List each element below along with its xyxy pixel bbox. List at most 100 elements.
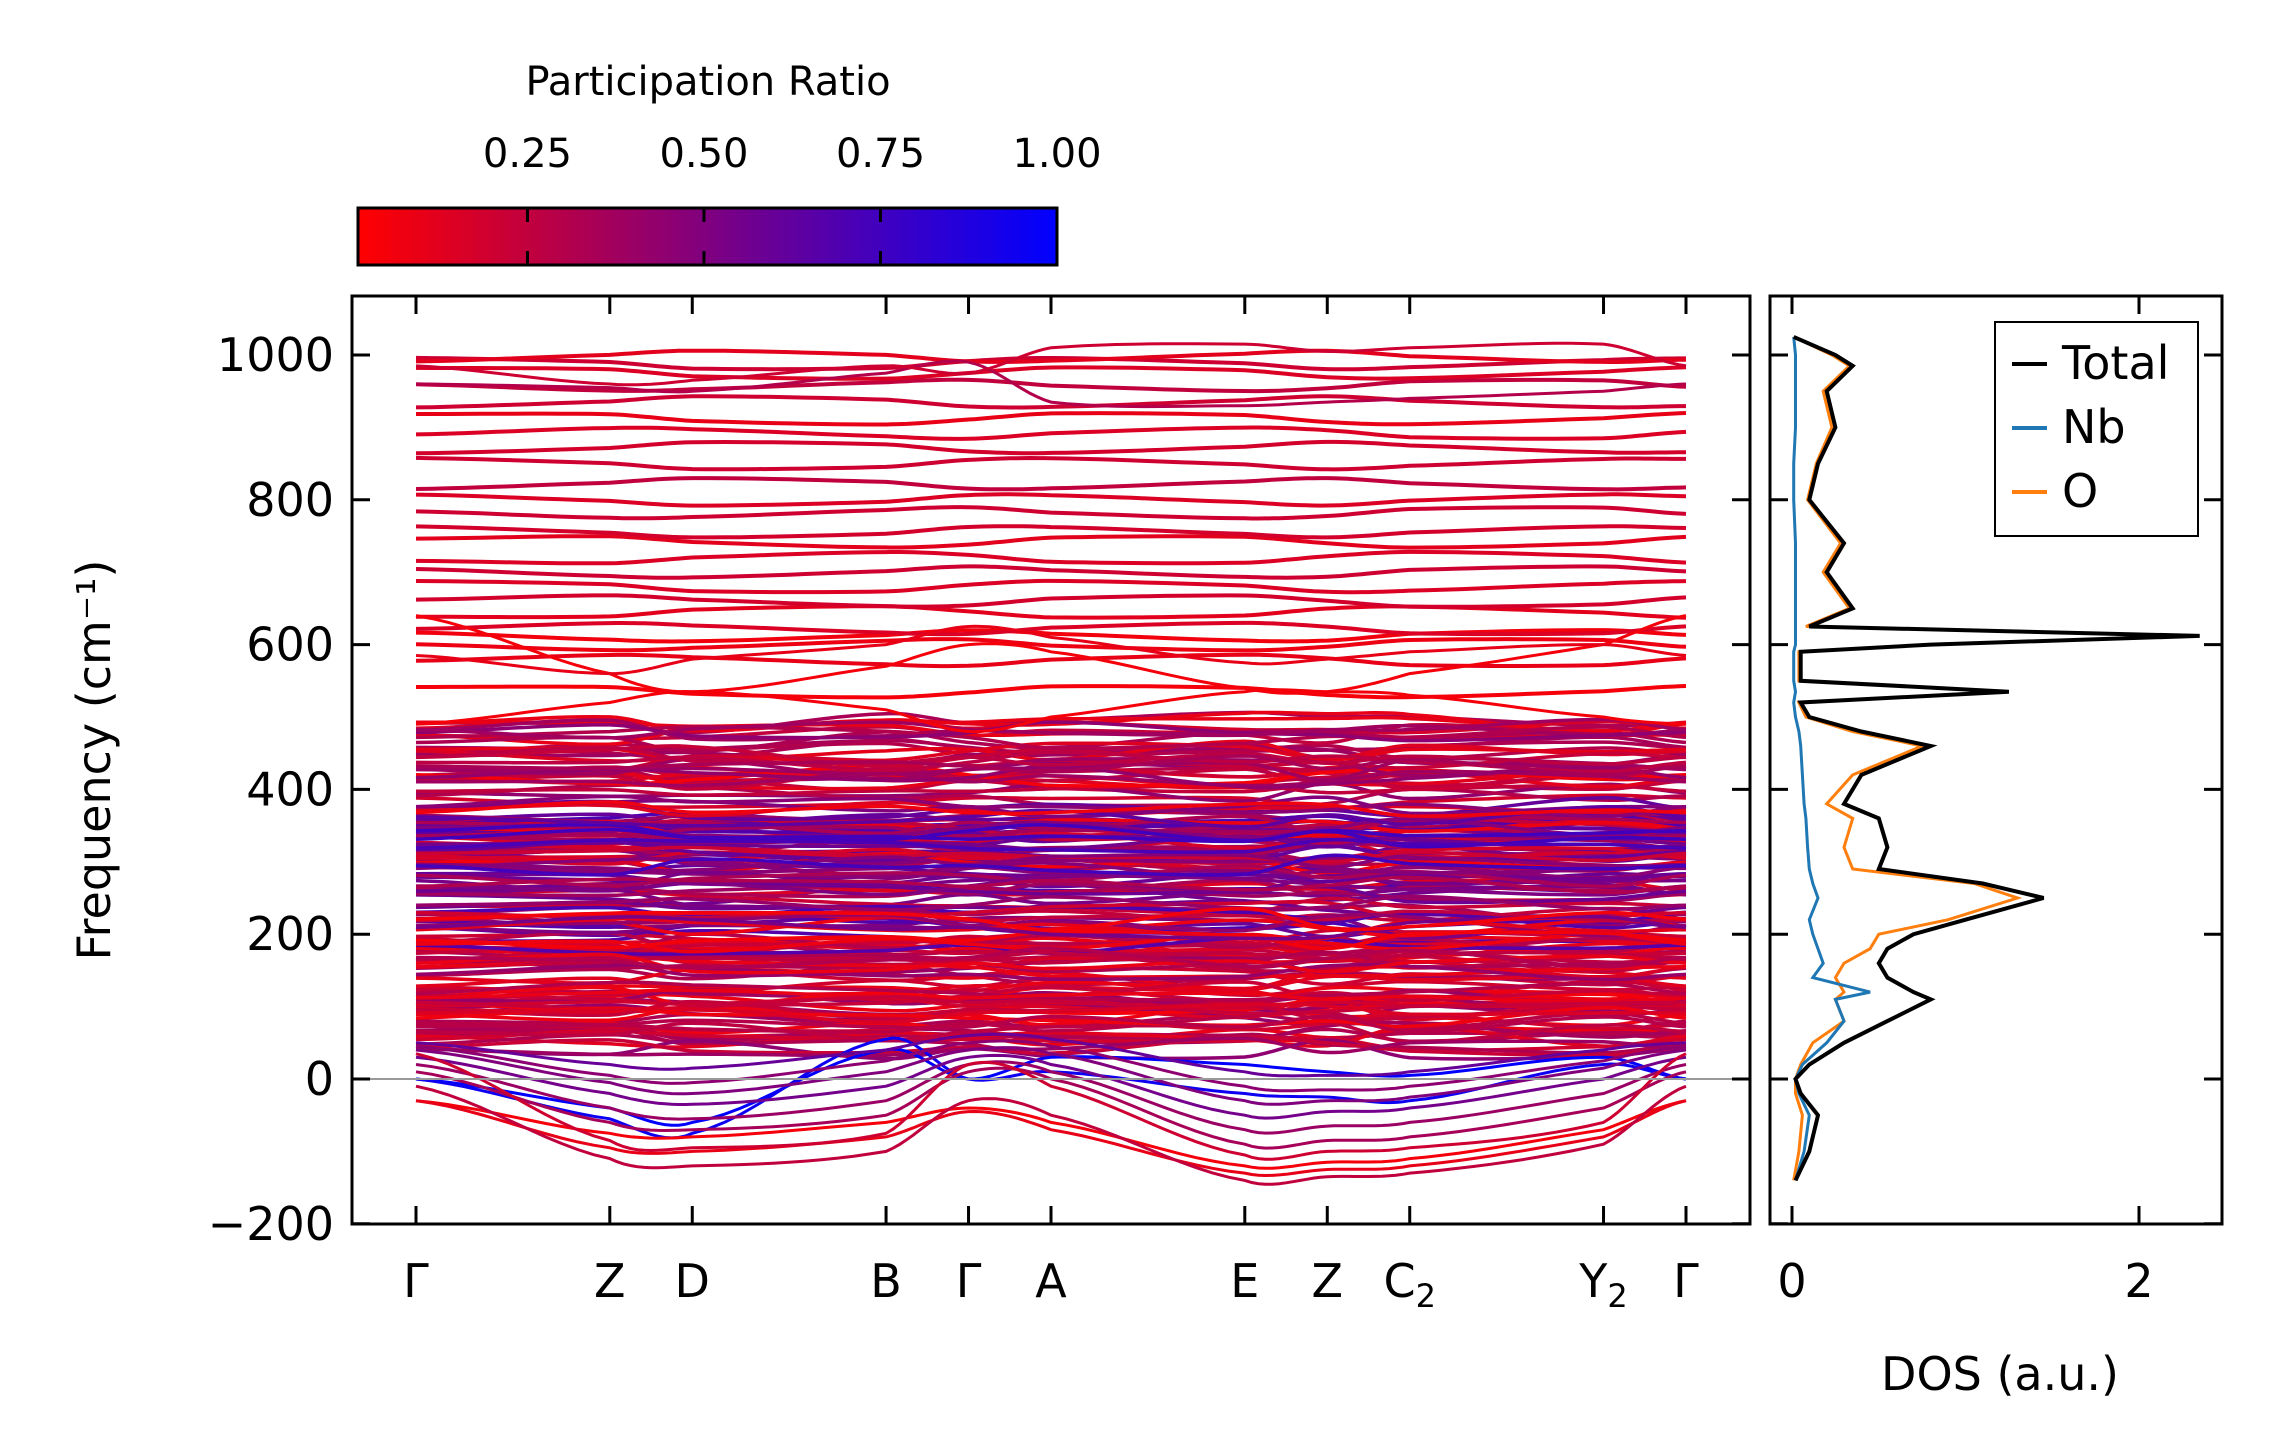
phonon-band [415, 377, 1687, 394]
kpoint-label: B [870, 1254, 902, 1308]
kpoint-label: Z [1312, 1254, 1344, 1308]
dos-line-total [1792, 335, 2200, 1182]
phonon-band [415, 620, 1687, 637]
phonon-band [415, 614, 1687, 695]
phonon-band [415, 688, 1687, 734]
dos-line-nb [1792, 336, 1871, 1181]
phonon-band [415, 505, 1687, 521]
phonon-band [415, 717, 1687, 740]
phonon-band [415, 754, 1687, 777]
phonon-band [415, 1019, 1687, 1044]
phonon-band [415, 1053, 1687, 1120]
dos-x-tick-label: 2 [2124, 1254, 2153, 1308]
legend-label: Nb [2062, 400, 2126, 454]
dos-line-o [1792, 335, 2195, 1181]
phonon-band [415, 425, 1687, 441]
phonon-band [415, 1046, 1687, 1106]
phonon-band [415, 578, 1687, 595]
phonon-band [415, 1010, 1687, 1034]
phonon-band [415, 794, 1687, 819]
phonon-band [415, 915, 1687, 941]
y-tick-label: 400 [246, 762, 334, 816]
y-tick-label: 200 [246, 907, 334, 961]
y-axis-label: Frequency (cm⁻¹) [67, 560, 121, 961]
phonon-band [415, 800, 1687, 818]
y-tick-label: 600 [246, 618, 334, 672]
kpoint-label: Y2 [1578, 1254, 1627, 1315]
phonon-band [415, 875, 1687, 895]
colorbar-tick-label: 0.50 [659, 131, 748, 177]
dos-axes: 0 2 DOS (a.u.) Total Nb O [1768, 294, 2224, 1401]
phonon-band [415, 1060, 1687, 1135]
phonon-band [415, 894, 1687, 912]
phonon-band [415, 855, 1686, 875]
phonon-band [415, 725, 1687, 751]
phonon-band [415, 1005, 1687, 1029]
phonon-band [415, 564, 1687, 580]
phonon-band [415, 1002, 1686, 1025]
phonon-band [415, 355, 1686, 372]
phonon-band [415, 988, 1687, 1005]
kpoint-label: A [1035, 1254, 1067, 1308]
phonon-band [415, 783, 1687, 797]
phonon-band [416, 950, 1687, 973]
phonon-band [415, 793, 1687, 810]
phonon-band [415, 1036, 1687, 1058]
phonon-band [415, 341, 1687, 387]
phonon-band [416, 411, 1687, 427]
dos-axes-frame [1768, 294, 2224, 1226]
phonon-band [415, 476, 1687, 492]
colorbar-tick-label: 0.25 [483, 131, 572, 177]
phonon-band [415, 534, 1687, 550]
phonon-band [416, 715, 1687, 733]
dos-x-axis-label: DOS (a.u.) [1881, 1347, 2119, 1401]
phonon-band [415, 837, 1687, 854]
phonon-band [415, 1032, 1687, 1078]
phonon-band [415, 394, 1686, 410]
phonon-band [415, 439, 1686, 456]
phonon-band [415, 524, 1687, 540]
colorbar-tick-label: 1.00 [1012, 131, 1101, 177]
phonon-band [415, 1099, 1687, 1170]
colorbar-label: Participation Ratio [525, 59, 890, 105]
colorbar: Participation Ratio 0.25 0.50 0.75 1.00 [356, 59, 1102, 267]
phonon-band [416, 684, 1687, 700]
y-tick-label: 0 [305, 1052, 334, 1106]
phonon-band [415, 963, 1687, 987]
phonon-band [415, 1047, 1687, 1127]
phonon-band [415, 853, 1687, 877]
legend-label: Total [2061, 336, 2169, 390]
y-tick-label: 800 [246, 473, 334, 527]
phonon-band [415, 593, 1687, 609]
kpoint-label: Γ [956, 1254, 982, 1308]
phonon-band [416, 769, 1687, 788]
phonon-band [415, 455, 1686, 472]
phonon-band [415, 624, 1687, 676]
kpoint-label: E [1230, 1254, 1259, 1308]
phonon-band [415, 764, 1687, 790]
dos-x-tick-label: 0 [1777, 1254, 1806, 1308]
phonon-band [415, 365, 1687, 381]
phonon-band [415, 874, 1687, 897]
legend-label: O [2062, 464, 2098, 518]
phonon-band [415, 348, 1687, 364]
phonon-band [415, 359, 1687, 409]
phonon-band [415, 950, 1686, 973]
colorbar-tick-label: 0.75 [836, 131, 925, 177]
phonon-band [415, 980, 1687, 1002]
phonon-band [415, 946, 1687, 970]
phonon-band [415, 549, 1687, 566]
phonon-band [415, 852, 1687, 875]
phonon-band [415, 906, 1687, 932]
kpoint-label: Γ [1673, 1254, 1699, 1308]
y-tick-label: −200 [208, 1197, 334, 1251]
phonon-band [415, 1014, 1687, 1034]
kpoint-label: C2 [1383, 1254, 1435, 1315]
phonon-band [415, 1099, 1687, 1178]
kpoint-label: Γ [403, 1254, 429, 1308]
kpoint-label: D [675, 1254, 710, 1308]
phonon-band [415, 492, 1687, 508]
phonon-band [415, 1084, 1687, 1186]
